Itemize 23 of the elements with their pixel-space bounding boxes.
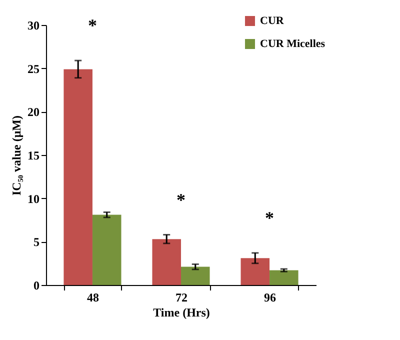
bar [181,266,210,285]
bar [64,69,92,285]
bar [92,214,122,285]
x-tick-label: 96 [264,290,276,304]
annotation: * [176,190,186,210]
x-tick-label: 48 [86,290,99,304]
bar [240,258,270,285]
y-tick-label: 25 [28,62,40,76]
legend-label: CUR [260,15,285,27]
y-tick-label: 30 [28,18,40,32]
y-tick-label: 20 [28,105,40,120]
annotation: * [265,208,274,228]
y-tick-label: 5 [34,235,40,250]
x-axis-title: Time (Hrs) [153,306,210,320]
x-tick-label: 72 [176,290,188,304]
y-axis-title: IC₅₀ value (μM) [10,116,24,196]
bar [270,270,298,285]
bar [152,239,181,285]
y-tick-label: 0 [34,278,40,292]
legend-label: CUR Micelles [260,38,326,50]
y-tick-label: 10 [28,192,40,206]
y-tick-label: 15 [28,148,40,162]
annotation: * [88,16,97,36]
